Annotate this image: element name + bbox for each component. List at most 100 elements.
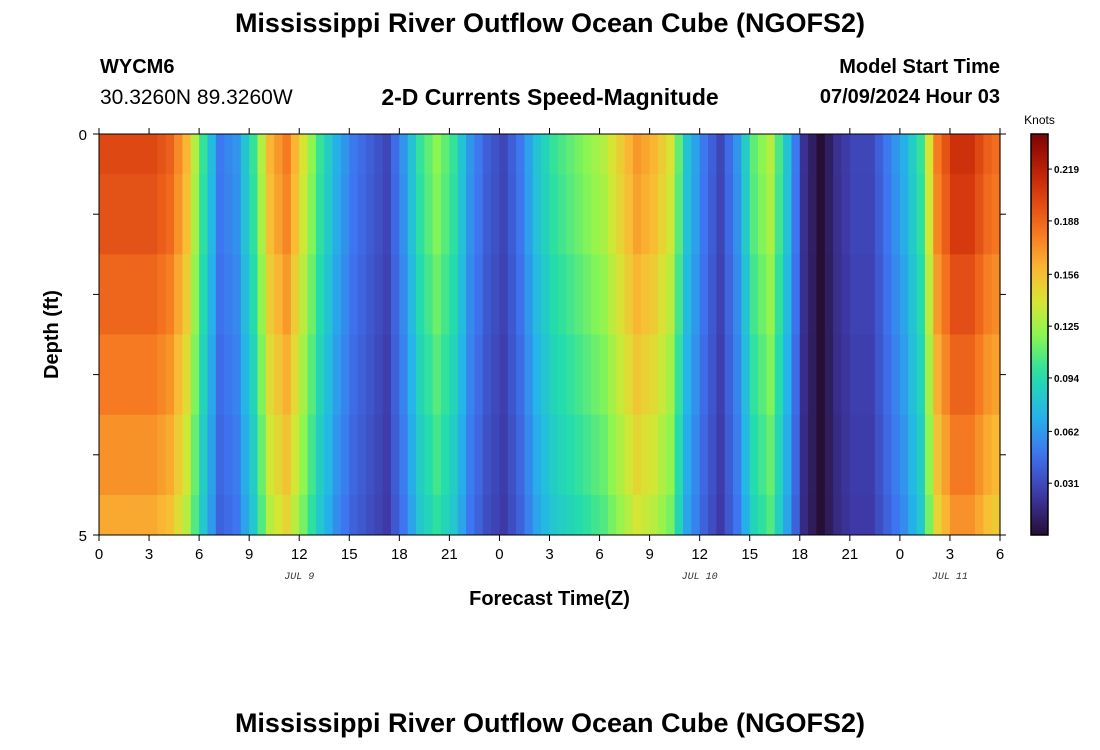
heatmap-cell [257,174,267,255]
heatmap-cell [933,334,943,416]
heatmap-cell [691,254,701,335]
heatmap-cell [991,414,1001,496]
heatmap-cell [574,134,584,175]
model-start-label: Model Start Time [839,56,1000,78]
heatmap-cell [382,134,392,175]
heatmap-cell [474,414,484,496]
heatmap-cell [632,254,642,335]
heatmap-cell [566,174,576,255]
heatmap-cell [941,174,951,255]
heatmap-cell [733,254,742,335]
heatmap-cell [908,174,918,255]
heatmap-cell [274,494,284,536]
heatmap-cell [349,334,359,416]
heatmap-cell [182,254,192,335]
heatmap-cell [716,414,726,496]
heatmap-cell [349,414,359,496]
heatmap-cell [190,334,200,416]
heatmap-cell [749,254,759,335]
heatmap-cell [933,174,943,255]
heatmap-cell [215,414,225,496]
heatmap-cell [958,414,968,496]
heatmap-cell [249,134,259,175]
heatmap-cell [682,334,692,416]
heatmap-cell [549,494,559,536]
heatmap-cell [966,134,976,175]
heatmap-cell [591,134,601,175]
heatmap-cell [115,414,125,496]
heatmap-cell [591,494,601,536]
heatmap-cell [766,494,776,536]
heatmap-cell [115,254,125,335]
heatmap-cell [816,494,826,536]
heatmap-cell [783,134,793,175]
x-tick-label: 18 [791,546,808,563]
heatmap-cell [541,414,551,496]
heatmap-cell [908,254,918,335]
heatmap-cell [908,414,918,496]
heatmap-cell [783,414,793,496]
heatmap-cell [657,174,667,255]
heatmap-cell [107,254,117,335]
heatmap-cell [574,494,584,536]
heatmap-cell [691,414,701,496]
heatmap-cell [874,414,884,496]
heatmap-cell [424,134,434,175]
heatmap-cell [899,334,909,416]
x-tick-label: 0 [495,546,503,563]
heatmap-cell [691,334,701,416]
heatmap-cell [466,174,476,255]
heatmap-cell [733,134,742,175]
heatmap-cell [165,174,175,255]
heatmap-cell [290,494,300,536]
heatmap-cell [265,174,275,255]
heatmap-cell [816,414,826,496]
heatmap-cell [224,334,234,416]
heatmap-cell [491,334,501,416]
heatmap-cell [691,494,701,536]
heatmap-cell [232,494,242,536]
heatmap-cell [516,414,526,496]
heatmap-cell [874,254,884,335]
heatmap-cell [240,414,250,496]
heatmap-cell [332,414,342,496]
heatmap-cell [390,134,400,175]
heatmap-cell [299,494,309,536]
colorbar: Knots 0.219 0.188 0.156 0.125 0.094 0.062 0.031 [1024,113,1079,536]
heatmap-cell [541,494,551,536]
heatmap-cell [157,134,167,175]
heatmap-cell [507,174,517,255]
heatmap-cell [482,254,492,335]
heatmap-cell [115,134,125,175]
heatmap-cell [632,334,642,416]
heatmap-cell [524,414,534,496]
heatmap-cell [891,334,901,416]
heatmap-cell [816,254,826,335]
heatmap-cell [190,174,200,255]
heatmap-cell [365,254,375,335]
x-tick-label: 9 [645,546,653,563]
heatmap-cell [224,414,234,496]
heatmap-cell [390,414,400,496]
heatmap-cell [649,414,659,496]
heatmap-cell [791,494,801,536]
heatmap-cell [466,494,476,536]
heatmap-cell [224,494,234,536]
heatmap-cell [958,494,968,536]
heatmap-cell [215,334,225,416]
heatmap-cell [499,134,509,175]
heatmap-cell [616,414,626,496]
heatmap-cell [833,174,843,255]
heatmap-cell [374,334,384,416]
heatmap-cell [766,254,776,335]
heatmap-cell [591,254,601,335]
heatmap-cell [407,414,417,496]
heatmap-cell [124,134,133,175]
heatmap-cell [149,174,158,255]
heatmap-cell [491,174,501,255]
heatmap-cell [224,134,234,175]
heatmap-cell [758,414,767,496]
heatmap-cell [507,134,517,175]
heatmap-cell [958,174,968,255]
heatmap-cell [758,334,767,416]
